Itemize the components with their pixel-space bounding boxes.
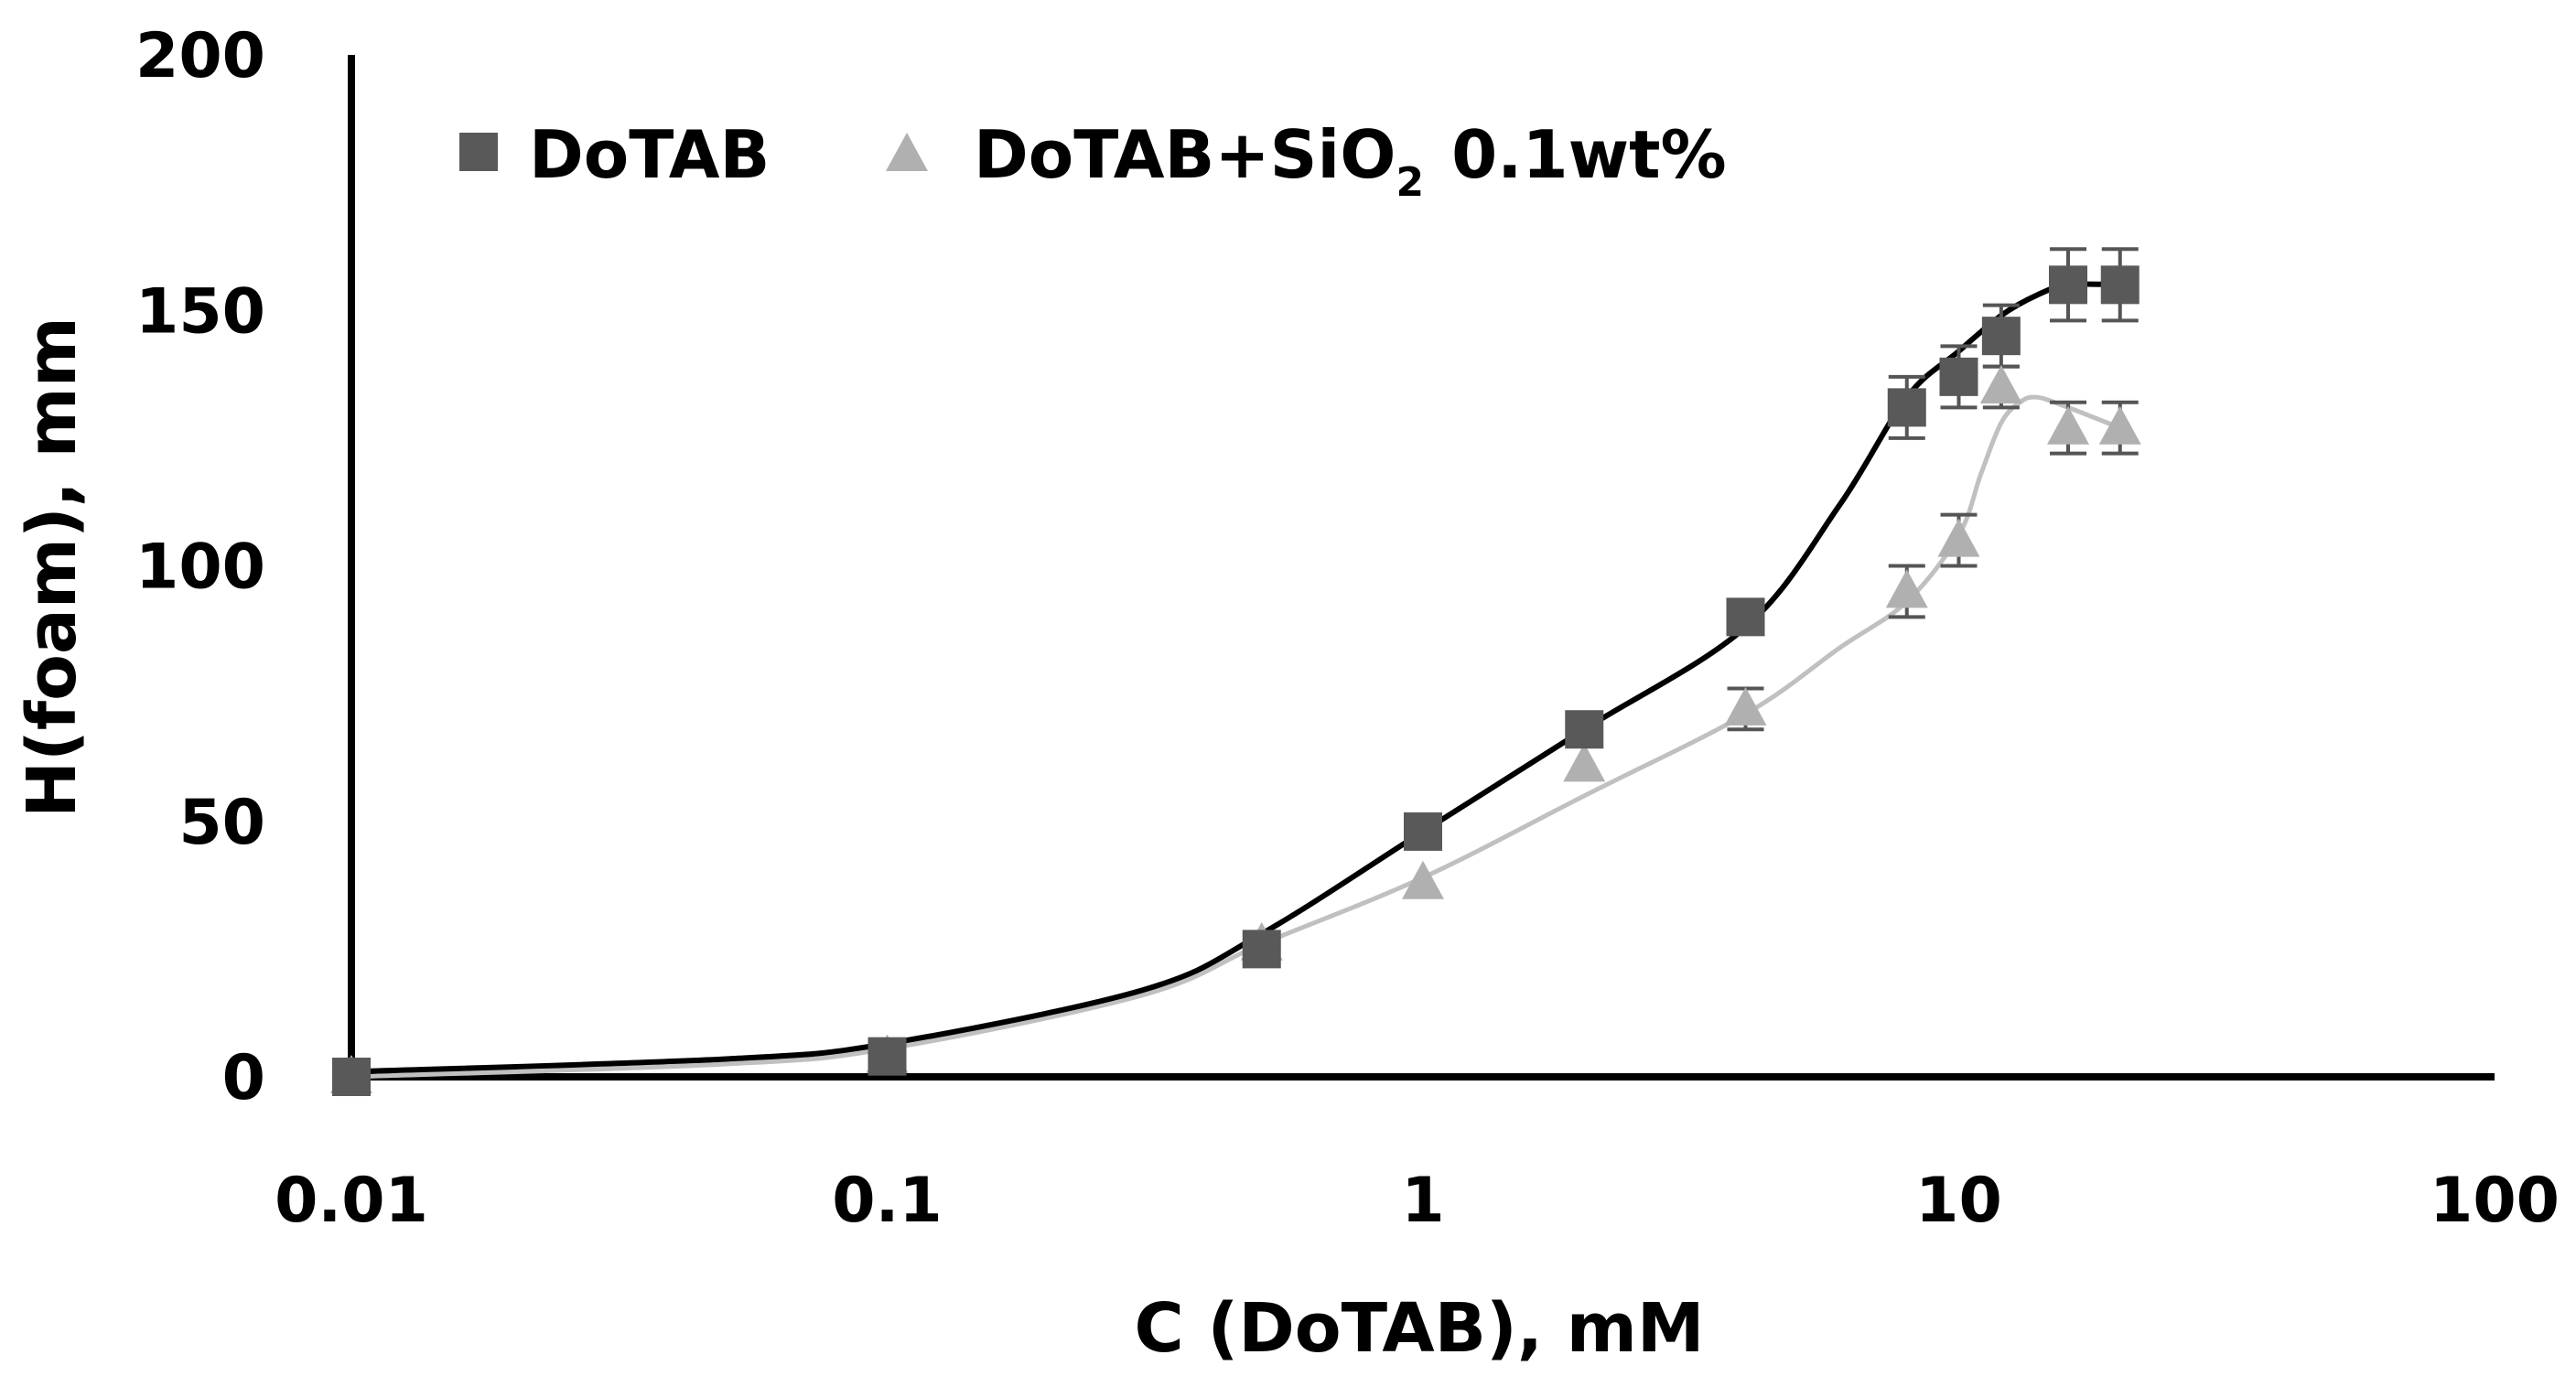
x-tick-labels: 0.01 0.1 1 10 100 <box>275 1165 2560 1237</box>
point-dotab <box>1565 710 1604 749</box>
y-tick-label: 100 <box>135 532 265 604</box>
error-bars <box>1727 247 2139 732</box>
data-points <box>330 265 2141 1096</box>
legend-label-dotab: DoTAB <box>529 116 770 193</box>
point-dotab <box>1726 597 1765 637</box>
x-tick-label: 1 <box>1401 1165 1444 1237</box>
y-tick-labels: 0 50 100 150 200 <box>135 20 265 1114</box>
point-dotab-sio2 <box>2098 405 2141 445</box>
point-dotab-sio2 <box>1885 569 1928 608</box>
fit-curves <box>349 281 2123 1080</box>
point-dotab-sio2 <box>1724 686 1767 726</box>
point-dotab <box>1242 930 1281 969</box>
y-axis-label: H(foam), mm <box>13 317 92 818</box>
point-dotab-sio2 <box>2047 405 2090 445</box>
legend-marker-dotab <box>459 133 498 171</box>
y-tick-label: 50 <box>178 787 265 859</box>
legend-label-dotab-sio2: DoTAB+SiO2 0.1wt% <box>974 116 1727 206</box>
point-dotab-sio2 <box>1937 518 1980 557</box>
point-dotab <box>332 1058 371 1096</box>
x-tick-label: 100 <box>2430 1165 2560 1237</box>
x-tick-label: 0.01 <box>275 1165 428 1237</box>
point-dotab-sio2 <box>1979 365 2022 404</box>
point-dotab <box>1887 388 1926 427</box>
point-dotab-sio2 <box>1563 743 1606 782</box>
point-dotab <box>2100 265 2139 305</box>
legend-marker-dotab-sio2 <box>886 133 928 171</box>
legend: DoTAB DoTAB+SiO2 0.1wt% <box>459 116 1727 206</box>
point-dotab <box>868 1037 907 1076</box>
x-tick-label: 10 <box>1915 1165 2002 1237</box>
point-dotab <box>2049 265 2088 305</box>
axes <box>348 55 2495 1081</box>
y-tick-label: 0 <box>222 1042 265 1114</box>
y-tick-label: 200 <box>135 20 265 92</box>
x-tick-label: 0.1 <box>832 1165 942 1237</box>
point-dotab <box>1404 812 1442 851</box>
x-axis-label: C (DoTAB), mM <box>1134 1289 1704 1368</box>
point-dotab-sio2 <box>1402 860 1444 899</box>
fit-curve-dotab-sio2 <box>349 394 2123 1080</box>
point-dotab <box>1981 317 2021 356</box>
point-dotab <box>1939 357 1978 396</box>
y-tick-label: 150 <box>135 275 265 348</box>
